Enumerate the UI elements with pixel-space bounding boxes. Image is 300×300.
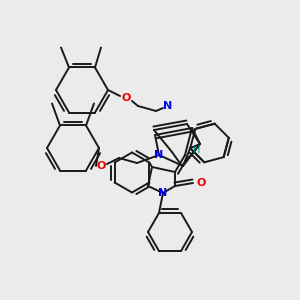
- Text: N: N: [164, 101, 172, 111]
- Text: O: O: [196, 178, 206, 188]
- Text: N: N: [158, 188, 168, 198]
- Text: O: O: [96, 161, 106, 171]
- Text: N: N: [154, 150, 164, 160]
- Text: H: H: [193, 145, 201, 155]
- Text: O: O: [121, 93, 131, 103]
